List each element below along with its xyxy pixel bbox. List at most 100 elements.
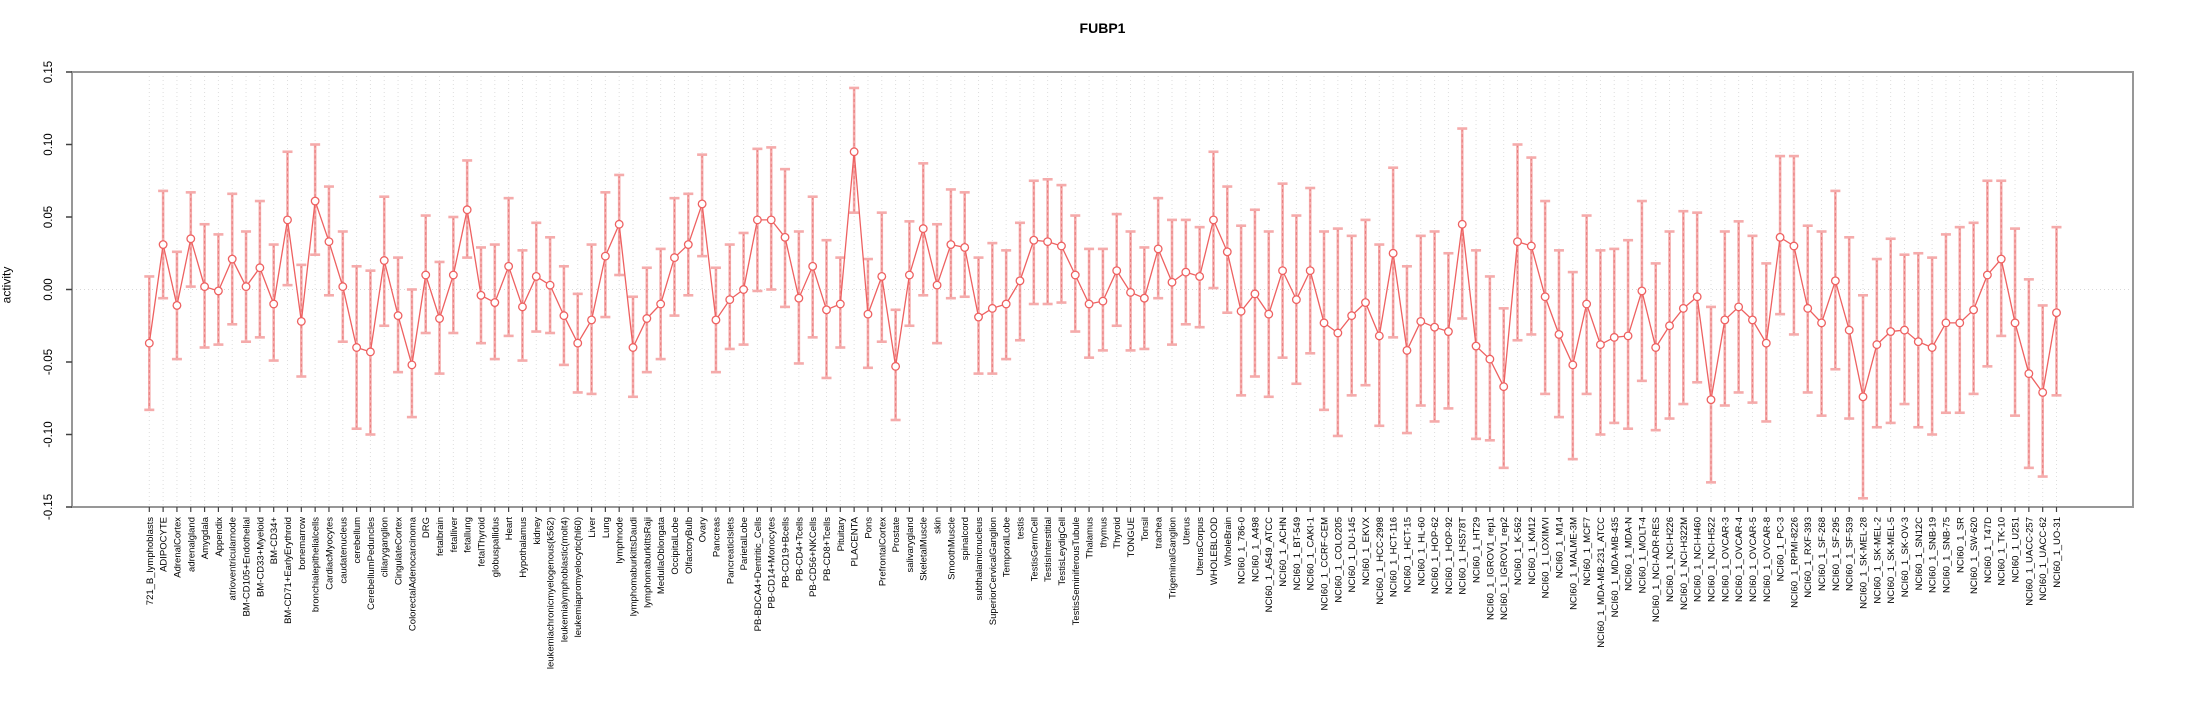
- x-tick-label: NCI60_1_A498: [1250, 517, 1261, 582]
- x-tick-label: NCI60_1_OVCAR-8: [1762, 517, 1773, 602]
- x-tick-label: NCI60_1_OVCAR-5: [1748, 517, 1759, 602]
- data-point: [1305, 266, 1315, 276]
- x-tick-label: NCI60_1_MDA-MB-435: [1610, 517, 1621, 617]
- x-tick-label: BM-CD34+: [269, 517, 280, 565]
- x-tick-label: PancreaticIslets: [725, 517, 736, 584]
- data-point: [642, 314, 652, 323]
- x-tick-label: fetalbrain: [435, 517, 446, 556]
- data-point: [1858, 392, 1868, 402]
- x-tick-label: NCI60_1_SK-MEL-5: [1886, 517, 1897, 604]
- data-point: [1250, 289, 1260, 299]
- data-point: [711, 315, 721, 325]
- y-tick-label: -0.10: [43, 421, 55, 447]
- x-tick-label: NCI60_1_HOP-62: [1430, 517, 1441, 594]
- x-tick-label: PrefrontalCortex: [877, 517, 888, 586]
- x-tick-label: Amygdala: [200, 516, 211, 559]
- x-tick-label: OccipitalLobe: [670, 517, 681, 575]
- data-point: [1886, 327, 1896, 336]
- x-tick-label: bonemarrow: [297, 517, 308, 570]
- x-tick-label: CerebellumPeduncles: [366, 517, 377, 610]
- data-point: [490, 298, 500, 307]
- x-tick-label: NCI60_1_SR: [1955, 517, 1966, 573]
- x-tick-label: Pons: [863, 517, 874, 539]
- x-tick-label: leukemiachronicmyelogenous(k562): [546, 517, 557, 669]
- x-tick-label: caudatenucleus: [338, 517, 349, 584]
- x-tick-label: leukemialymphoblastic(molt4): [559, 517, 570, 642]
- data-point: [1485, 354, 1495, 364]
- data-point: [241, 282, 251, 292]
- data-point: [1361, 298, 1370, 307]
- x-tick-label: trachea: [1154, 516, 1165, 548]
- y-tick-label: -0.05: [43, 349, 55, 375]
- x-tick-label: PB-CD4+Tcells: [794, 517, 805, 581]
- data-point: [1416, 316, 1426, 326]
- x-tick-label: NCI60_1_SN12C: [1914, 517, 1925, 591]
- x-tick-label: Appendix: [214, 517, 225, 557]
- x-tick-label: Uterus: [1181, 517, 1192, 545]
- data-point: [365, 347, 375, 357]
- data-point: [863, 309, 873, 319]
- x-tick-label: NCI60_1_K-562: [1513, 517, 1524, 585]
- x-tick-label: PB-CD8+Tcells: [822, 517, 833, 581]
- data-point: [1043, 237, 1053, 247]
- x-tick-label: NCI60_1_MALME-3M: [1568, 517, 1579, 610]
- data-point: [1195, 272, 1205, 281]
- data-point: [1209, 215, 1218, 225]
- data-point: [1499, 382, 1509, 392]
- data-point: [421, 270, 431, 280]
- x-tick-label: UterusCorpus: [1195, 517, 1206, 576]
- data-point: [628, 343, 638, 352]
- data-point: [614, 219, 624, 229]
- data-point: [1236, 306, 1246, 316]
- x-tick-label: NCI60_1_786-0: [1237, 517, 1248, 584]
- x-tick-label: NCI60_1_EKVX: [1361, 516, 1372, 585]
- data-point: [1540, 292, 1550, 302]
- data-point: [1900, 325, 1909, 335]
- data-point: [1402, 345, 1412, 355]
- data-point: [1222, 247, 1232, 257]
- x-tick-label: ColorectalAdenocarcinoma: [407, 516, 418, 631]
- x-axis: 721_B_lymphoblasts ADIPOCYTE AdrenalCortex…: [145, 507, 2063, 669]
- data-point: [1181, 267, 1191, 277]
- data-point: [656, 299, 666, 309]
- data-point: [1153, 244, 1163, 254]
- x-tick-label: skin: [933, 517, 944, 534]
- x-tick-label: NCI60_1_SNB-75: [1941, 517, 1952, 593]
- data-point: [393, 311, 403, 321]
- x-tick-label: CingulateCortex: [394, 517, 405, 585]
- data-point: [1927, 343, 1937, 352]
- data-point: [2024, 369, 2034, 379]
- x-tick-label: NCI60_1_UACC-62: [2038, 517, 2049, 600]
- x-tick-label: AdrenalCortex: [172, 517, 183, 578]
- x-tick-label: adrenalgland: [186, 517, 197, 572]
- data-point: [1001, 299, 1011, 309]
- data-point: [1139, 293, 1149, 303]
- x-tick-label: NCI60_1_NCI-H226: [1665, 517, 1676, 602]
- x-tick-label: NCI60_1_SK-MEL-2: [1872, 517, 1883, 604]
- x-tick-label: NCI60_1_U251: [2011, 517, 2022, 583]
- data-point: [1982, 270, 1992, 280]
- x-tick-label: NCI60_1_UACC-257: [2024, 517, 2035, 606]
- x-tick-label: globuspallidus: [490, 517, 501, 577]
- x-tick-label: Lung: [601, 517, 612, 538]
- data-point: [1623, 331, 1633, 341]
- x-tick-label: NCI60_1_RPMI-8226: [1789, 517, 1800, 608]
- x-tick-label: NCI60_1_CCRF-CEM: [1320, 517, 1331, 611]
- data-point: [1761, 338, 1771, 348]
- x-tick-label: NCI60_1_SF-268: [1817, 517, 1828, 591]
- data-point: [1955, 318, 1965, 328]
- x-tick-label: NCI60_1_DU-145: [1347, 517, 1358, 593]
- x-tick-label: NCI60_1_OVCAR-3: [1720, 517, 1731, 602]
- data-point: [1126, 287, 1135, 297]
- data-point: [683, 240, 693, 249]
- data-point: [1789, 241, 1799, 251]
- data-point: [794, 293, 804, 303]
- data-point: [1817, 318, 1827, 328]
- data-point: [435, 314, 444, 323]
- data-point: [504, 261, 514, 271]
- x-tick-label: NCI60_1_HCC-2998: [1375, 517, 1386, 605]
- data-point: [1430, 322, 1440, 332]
- x-tick-label: WholeBrain: [1223, 517, 1234, 566]
